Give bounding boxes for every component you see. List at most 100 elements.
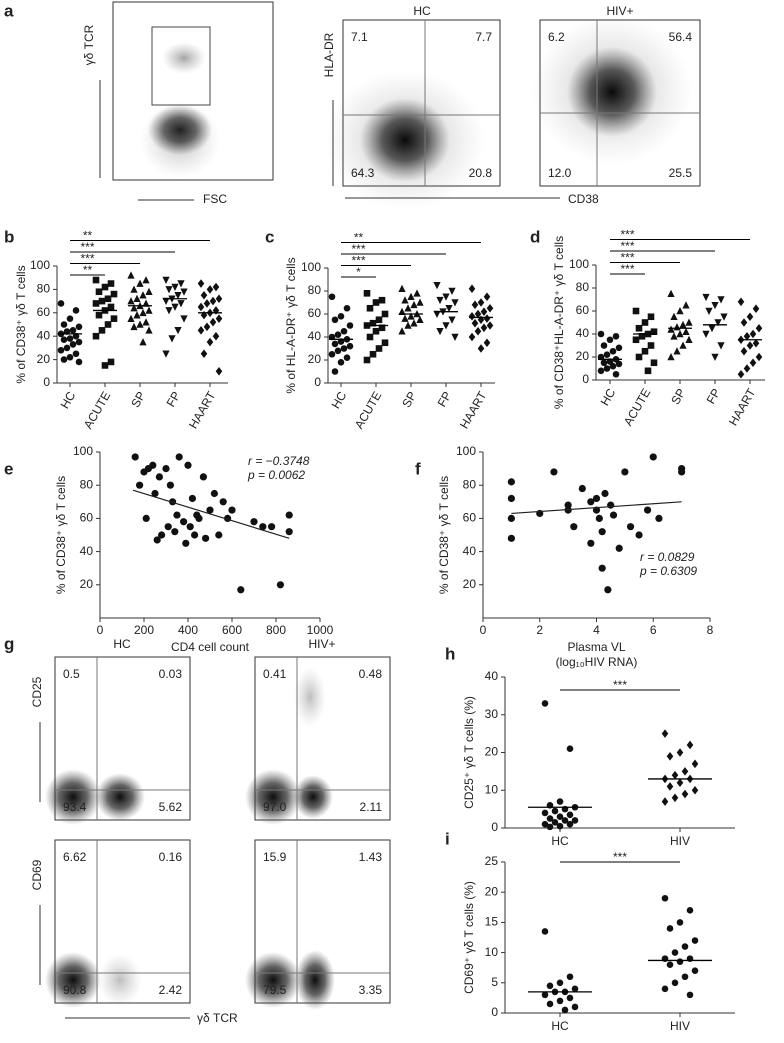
data-point — [130, 322, 138, 331]
cell-cloud — [98, 954, 142, 1006]
data-point — [556, 813, 564, 820]
data-point — [98, 297, 106, 305]
y-axis-label: % of CD38⁺ γδ T cells — [437, 476, 451, 594]
data-point — [679, 341, 687, 349]
x-tick-label: HAART — [186, 389, 219, 432]
data-point — [635, 531, 643, 539]
data-point — [612, 333, 620, 340]
data-point — [127, 314, 135, 322]
data-point — [72, 307, 80, 314]
data-point — [598, 528, 606, 536]
data-point — [202, 534, 210, 542]
y-axis-label: CD69⁺ γδ T cells (%) — [462, 881, 476, 994]
quadrant-value: 0.48 — [359, 667, 383, 681]
quadrant-value: 7.1 — [351, 30, 368, 44]
data-point — [740, 346, 748, 356]
data-point — [127, 271, 135, 279]
data-point — [171, 303, 179, 311]
data-point — [691, 785, 699, 795]
data-point — [451, 299, 459, 307]
data-point — [650, 359, 658, 367]
cell-cloud — [360, 98, 450, 182]
data-point — [127, 297, 135, 305]
data-point — [60, 356, 68, 363]
quadrant-value: 64.3 — [351, 166, 375, 180]
data-point — [601, 489, 609, 498]
data-point — [343, 354, 351, 362]
data-point — [477, 315, 485, 325]
quadrant-value: 2.11 — [360, 800, 383, 814]
x-tick-label: 600 — [222, 623, 242, 637]
data-point — [661, 797, 669, 806]
data-point — [752, 338, 760, 348]
data-point — [746, 341, 754, 350]
panel-letter: b — [4, 227, 14, 246]
data-point — [133, 311, 141, 319]
data-point — [398, 284, 406, 292]
data-point — [650, 328, 658, 335]
data-point — [671, 949, 679, 956]
data-point — [737, 369, 745, 379]
data-point — [363, 290, 371, 297]
data-point — [468, 332, 476, 342]
data-point — [164, 523, 172, 531]
annotation: r = −0.3748 — [248, 454, 310, 468]
data-point — [107, 303, 115, 311]
data-point — [743, 364, 751, 373]
data-point — [177, 280, 185, 288]
data-point — [328, 350, 336, 358]
data-point — [597, 367, 605, 375]
quadrant-value: 0.03 — [159, 667, 183, 681]
data-point — [404, 304, 412, 312]
x-tick-label: FP — [435, 389, 455, 409]
cell-cloud — [293, 775, 333, 819]
data-point — [131, 453, 139, 461]
cell-cloud — [95, 773, 145, 821]
data-point — [162, 276, 170, 284]
y-tick-label: 40 — [463, 544, 477, 558]
x-tick-label: FP — [704, 386, 724, 406]
data-point — [448, 287, 456, 295]
data-point — [541, 700, 549, 707]
data-point — [139, 308, 147, 317]
data-point — [366, 304, 374, 312]
data-point — [480, 323, 488, 333]
data-point — [209, 317, 217, 327]
significance-label: *** — [620, 228, 634, 242]
data-point — [600, 342, 608, 349]
data-point — [92, 332, 100, 340]
panel-letter: c — [265, 227, 274, 246]
significance-label: *** — [80, 240, 94, 254]
data-point — [600, 359, 608, 367]
data-point — [667, 353, 675, 361]
data-point — [180, 518, 188, 526]
data-point — [334, 331, 342, 339]
data-point — [604, 586, 612, 594]
data-point — [609, 347, 617, 355]
data-point — [66, 315, 74, 322]
data-point — [337, 338, 345, 345]
x-tick-label: HC — [329, 389, 350, 411]
y-tick-label: 80 — [37, 282, 51, 296]
data-point — [480, 307, 488, 316]
data-point — [398, 327, 406, 335]
data-point — [541, 928, 549, 935]
data-point — [145, 306, 153, 314]
data-point — [755, 352, 763, 362]
data-point — [681, 973, 689, 981]
panel-letter: h — [445, 644, 455, 663]
data-point — [551, 819, 559, 826]
data-point — [666, 925, 674, 932]
y-tick-label: 30 — [485, 707, 499, 721]
significance-label: *** — [613, 678, 627, 692]
data-point — [285, 528, 293, 536]
quadrant-value: 93.4 — [63, 800, 87, 814]
panel-letter: g — [4, 634, 14, 653]
data-point — [603, 365, 611, 372]
panel-letter: a — [4, 1, 14, 20]
data-point — [66, 335, 74, 342]
data-point — [561, 1006, 569, 1014]
data-point — [541, 991, 549, 999]
data-point — [60, 321, 68, 328]
data-point — [755, 323, 763, 333]
